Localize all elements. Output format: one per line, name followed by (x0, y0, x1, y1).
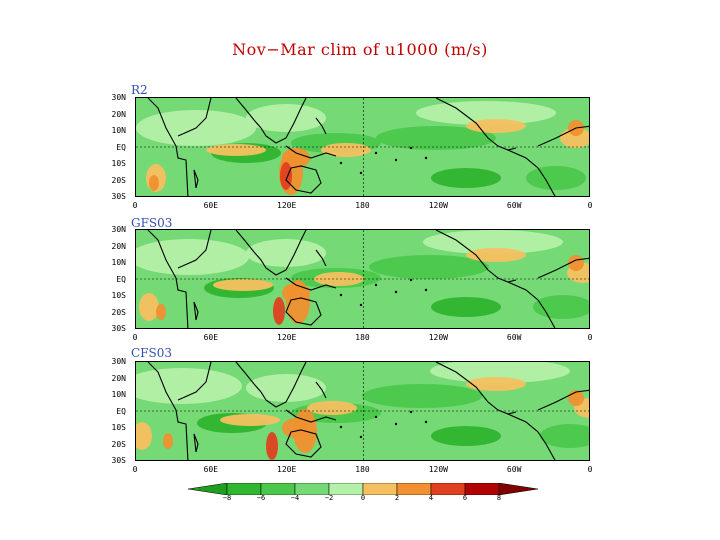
lat-label: 30S (111, 192, 126, 201)
map-panel-r2 (135, 97, 590, 197)
colorbar-tick-label: 6 (462, 494, 468, 502)
lat-label: 10S (111, 423, 126, 432)
lat-label: 30S (111, 324, 126, 333)
lon-label: 120W (428, 333, 448, 342)
figure-title: Nov−Mar clim of u1000 (m/s) (232, 40, 488, 59)
lon-label: 0 (132, 333, 138, 342)
panel-label-gfs03: GFS03 (131, 216, 173, 230)
lon-label: 120W (428, 201, 448, 210)
colorbar-tick-label: −6 (256, 494, 266, 502)
lon-label: 60E (203, 333, 219, 342)
lat-label: EQ (116, 406, 126, 416)
lon-label: 0 (132, 465, 138, 474)
lon-label: 0 (132, 201, 138, 210)
lat-label: 10S (111, 159, 126, 168)
lat-label: 20N (111, 373, 126, 383)
lat-label: 30N (111, 225, 126, 234)
lat-label: 20S (111, 307, 126, 317)
lon-label: 0 (587, 465, 593, 474)
lon-label: 60E (203, 465, 219, 474)
panel-label-cfs03: CFS03 (131, 346, 172, 360)
lat-label: 30N (111, 357, 126, 366)
lat-label: 20S (111, 439, 126, 449)
lat-label: 30N (111, 93, 126, 102)
colorbar-tick-label: 0 (360, 494, 366, 502)
colorbar-tick-label: −2 (324, 494, 334, 502)
lat-label: 20N (111, 109, 126, 119)
lon-label: 60W (506, 333, 522, 342)
lat-label: 10N (111, 390, 126, 399)
lat-label: 20S (111, 175, 126, 185)
lat-label: 30S (111, 456, 126, 465)
lat-label: EQ (116, 274, 126, 284)
lon-label: 120E (277, 465, 297, 474)
lon-label: 60W (506, 201, 522, 210)
colorbar-tick-label: 4 (428, 494, 434, 502)
lon-label: 0 (587, 333, 593, 342)
colorbar-tick-label: −4 (290, 494, 300, 502)
lat-label: 20N (111, 241, 126, 251)
panel-label-r2: R2 (131, 83, 148, 97)
lat-label: EQ (116, 142, 126, 152)
colorbar-tick-label: 2 (394, 494, 400, 502)
lat-label: 10S (111, 291, 126, 300)
lat-label: 10N (111, 258, 126, 267)
lon-label: 120E (277, 333, 297, 342)
lon-label: 60E (203, 201, 219, 210)
colorbar-tick-label: 8 (496, 494, 502, 502)
lon-label: 180 (355, 201, 370, 210)
map-panel-gfs03 (135, 229, 590, 329)
lon-label: 0 (587, 201, 593, 210)
lon-label: 120W (428, 465, 448, 474)
lon-label: 120E (277, 201, 297, 210)
lon-label: 180 (355, 333, 370, 342)
lon-label: 180 (355, 465, 370, 474)
colorbar (188, 483, 538, 495)
lat-label: 10N (111, 126, 126, 135)
colorbar-tick-label: −8 (222, 494, 232, 502)
map-panel-cfs03 (135, 361, 590, 461)
lon-label: 60W (506, 465, 522, 474)
